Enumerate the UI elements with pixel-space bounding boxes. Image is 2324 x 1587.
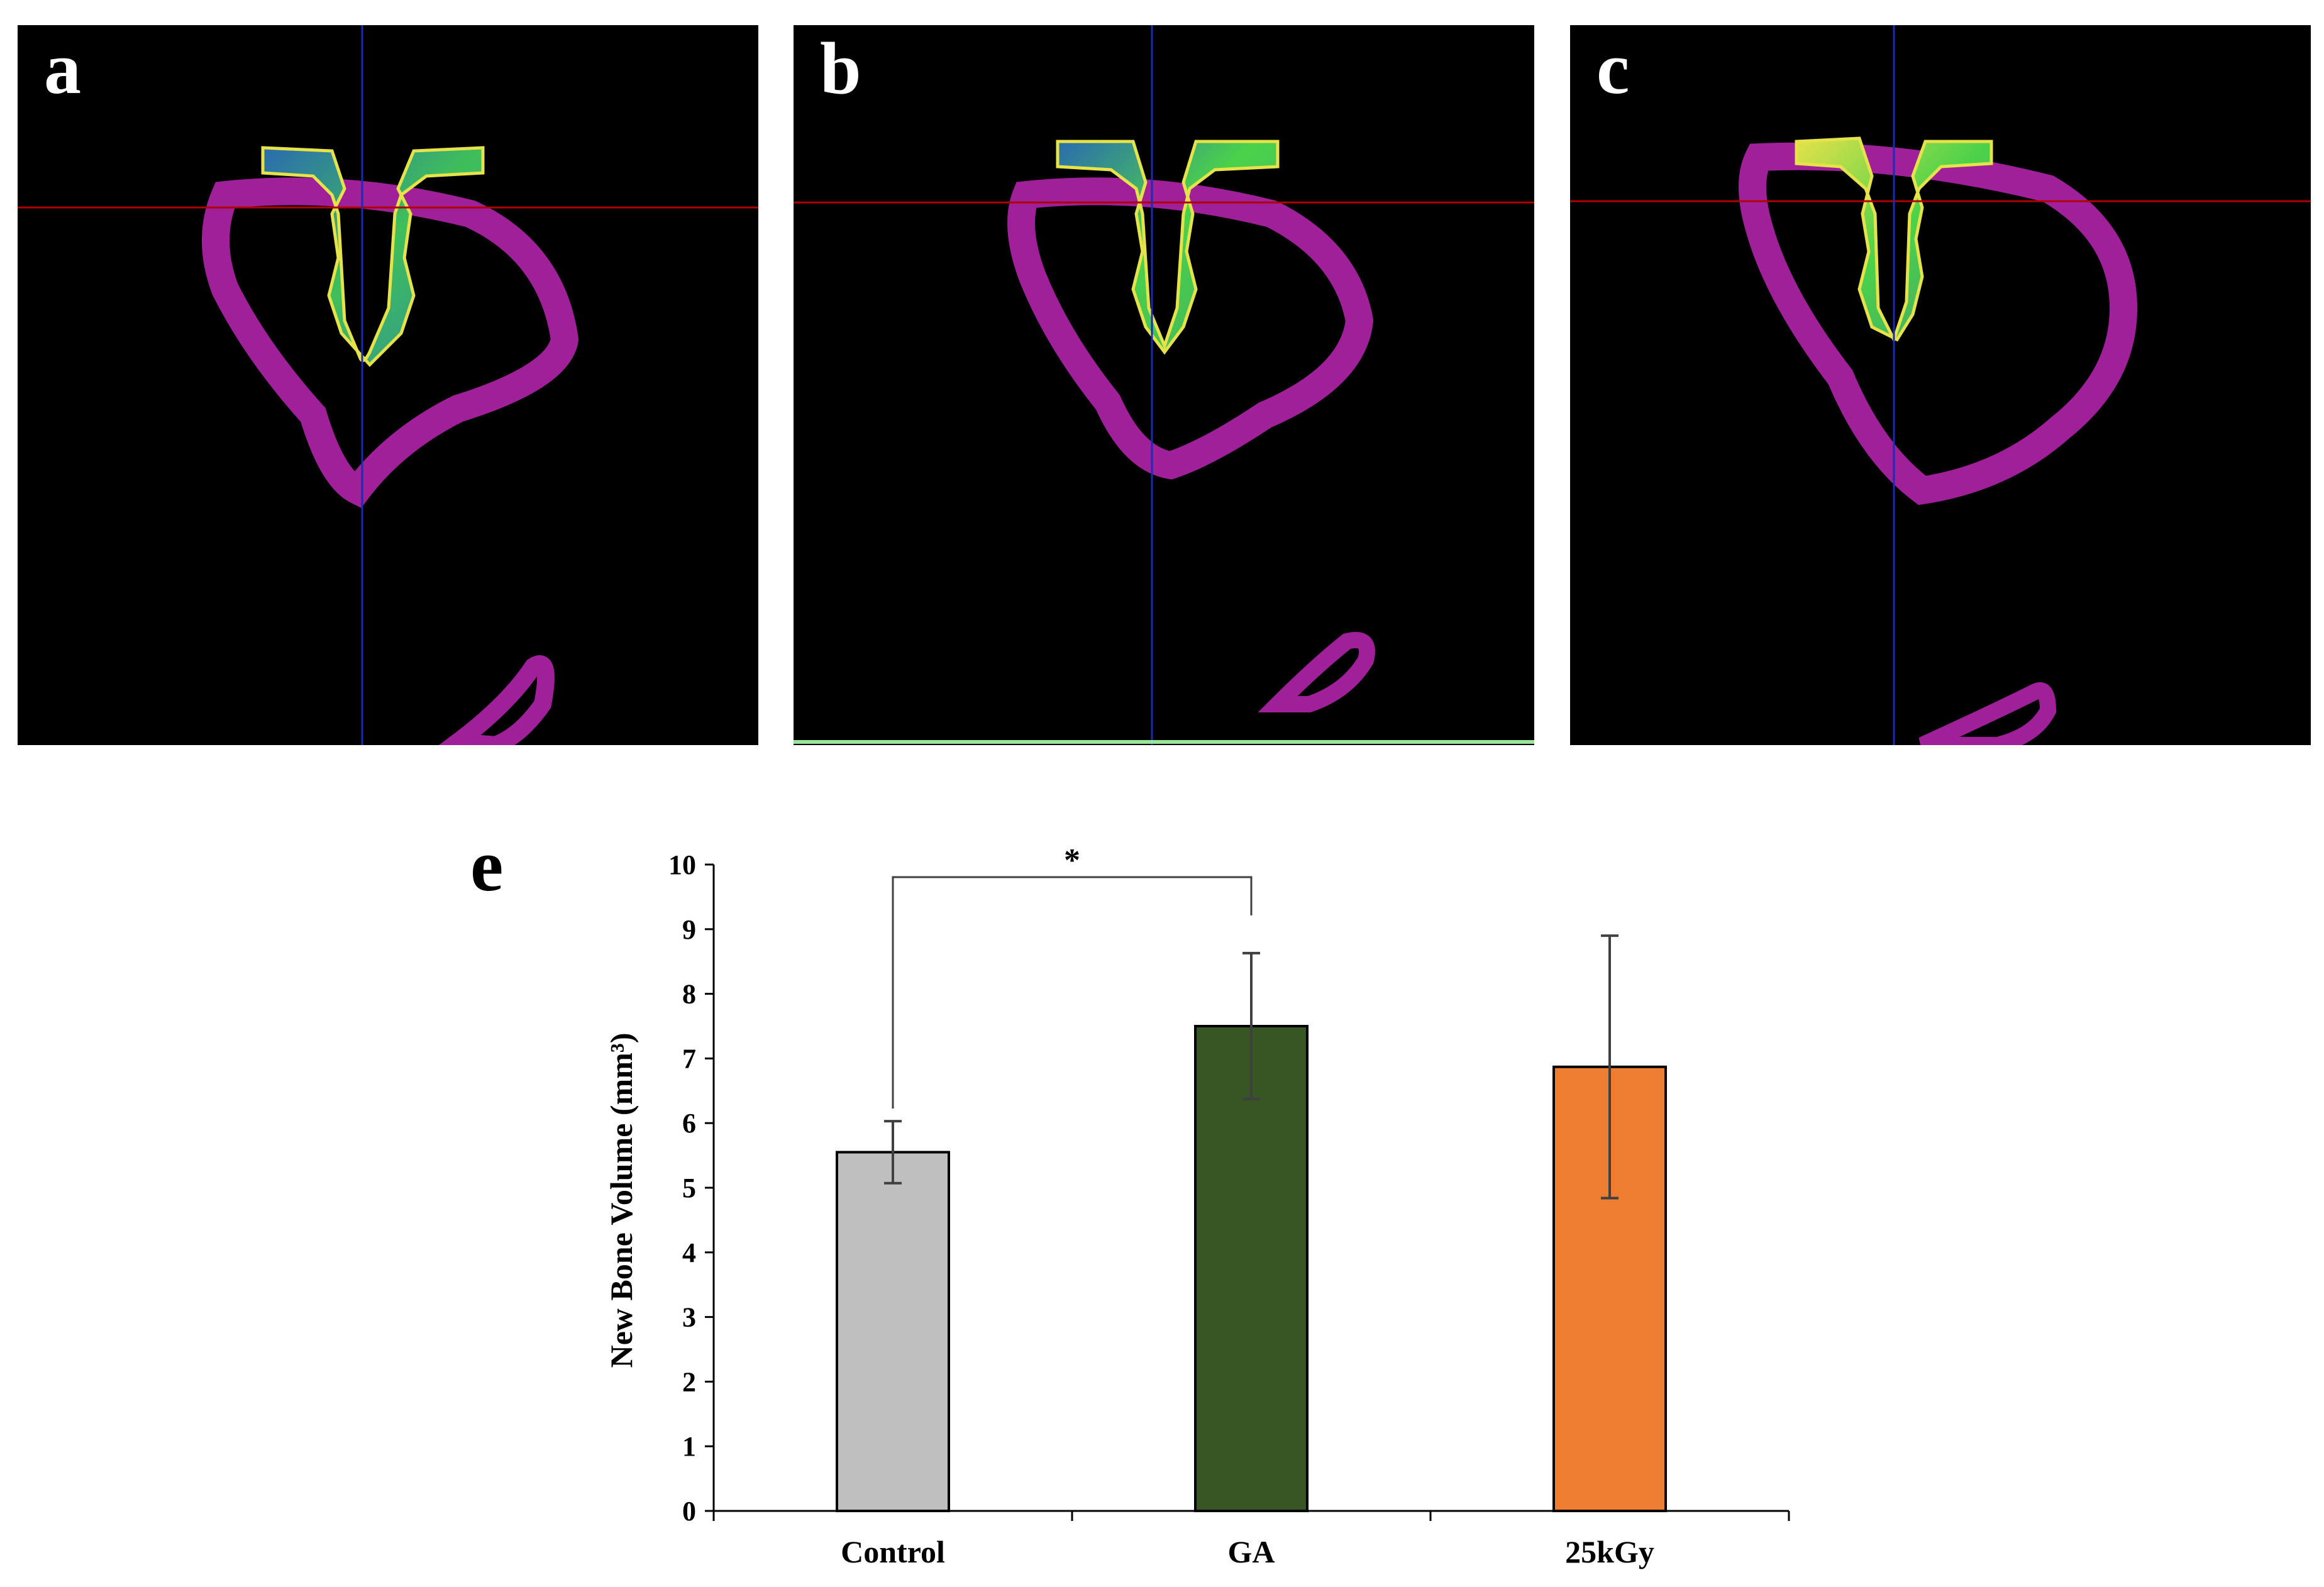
y-tick-label: 10 bbox=[668, 849, 696, 880]
microct-image-b bbox=[794, 25, 1534, 745]
panel-letter-e: e bbox=[470, 824, 504, 907]
y-tick-label: 5 bbox=[682, 1173, 696, 1203]
y-axis-title: New Bone Volume (mm³) bbox=[604, 1032, 639, 1368]
y-tick-label: 6 bbox=[682, 1108, 696, 1139]
microct-image-a bbox=[18, 25, 758, 745]
y-tick-label: 7 bbox=[682, 1043, 696, 1074]
y-tick-label: 0 bbox=[682, 1496, 696, 1527]
bone-outline bbox=[1007, 177, 1374, 480]
y-tick-label: 9 bbox=[682, 914, 696, 945]
y-tick-label: 2 bbox=[682, 1366, 696, 1397]
panel-letter-a: a bbox=[44, 27, 81, 109]
microct-panel-c: c bbox=[1570, 25, 2311, 745]
implant bbox=[1056, 140, 1280, 355]
bar-ga bbox=[1194, 1025, 1309, 1512]
bone-outline bbox=[1739, 142, 2138, 506]
y-tick-label: 4 bbox=[682, 1237, 696, 1268]
x-category-label: GA bbox=[1228, 1534, 1275, 1569]
bar-control bbox=[836, 1151, 950, 1512]
panel-letter-b: b bbox=[820, 27, 861, 109]
microct-image-c bbox=[1570, 25, 2311, 745]
implant bbox=[1795, 136, 1993, 344]
y-tick-label: 1 bbox=[682, 1431, 696, 1462]
bone-outline bbox=[202, 177, 579, 508]
bone-fragment bbox=[1258, 632, 1375, 712]
x-category-label: 25kGy bbox=[1565, 1534, 1654, 1569]
y-tick-label: 8 bbox=[682, 979, 696, 1010]
x-category-label: Control bbox=[841, 1534, 945, 1569]
bone-fragment bbox=[439, 655, 555, 745]
microct-panel-b: b bbox=[794, 25, 1534, 745]
microct-panel-a: a bbox=[18, 25, 758, 745]
y-tick-label: 3 bbox=[682, 1302, 696, 1333]
panel-letter-c: c bbox=[1596, 27, 1630, 109]
implant bbox=[261, 146, 485, 367]
bone-fragment bbox=[1918, 682, 2057, 745]
significance-bracket bbox=[892, 876, 1253, 1109]
significance-label: * bbox=[1064, 843, 1080, 878]
